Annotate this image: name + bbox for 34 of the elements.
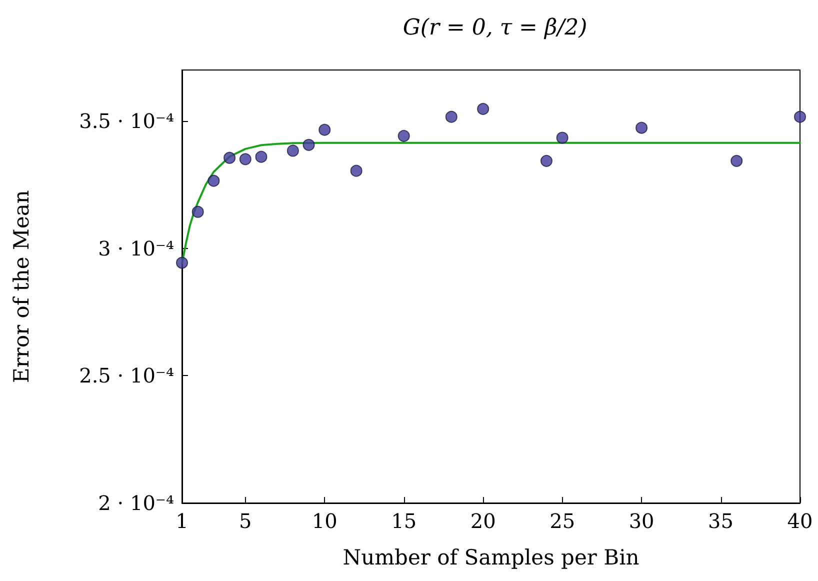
point (255, 150, 268, 163)
point (636, 122, 648, 134)
point (224, 152, 236, 164)
x-tick-label: 10 (312, 509, 338, 533)
y-tick-label: 3.5 · 10⁻⁴ (79, 108, 174, 133)
point (302, 138, 315, 151)
point (794, 110, 806, 123)
point (730, 154, 743, 167)
chart-title: G(r = 0, τ = β/2) (402, 16, 588, 40)
point (286, 144, 299, 157)
x-tick-label: 1 (176, 509, 188, 533)
x-tick-label: 20 (470, 509, 496, 533)
x-tick-label: 40 (787, 509, 813, 533)
point (208, 174, 220, 187)
point (350, 164, 362, 177)
point (176, 256, 188, 269)
y-axis-title: Error of the Mean (10, 190, 34, 383)
x-tick-label: 30 (628, 509, 654, 533)
x-tick-label: 5 (239, 509, 252, 533)
point (318, 124, 331, 136)
point (556, 132, 568, 144)
point (477, 102, 490, 115)
point (398, 130, 410, 142)
point (445, 110, 458, 123)
x-tick-label: 15 (391, 509, 417, 533)
y-tick-label: 3 · 10⁻⁴ (98, 236, 174, 260)
x-tick-label: 35 (708, 509, 734, 533)
point (239, 153, 252, 166)
y-tick-label: 2.5 · 10⁻⁴ (79, 364, 174, 388)
point (540, 154, 552, 167)
point (192, 206, 204, 218)
y-tick-label: 2 · 10⁻⁴ (98, 491, 174, 515)
x-axis-title: Number of Samples per Bin (342, 546, 640, 570)
x-tick-label: 25 (550, 509, 576, 533)
